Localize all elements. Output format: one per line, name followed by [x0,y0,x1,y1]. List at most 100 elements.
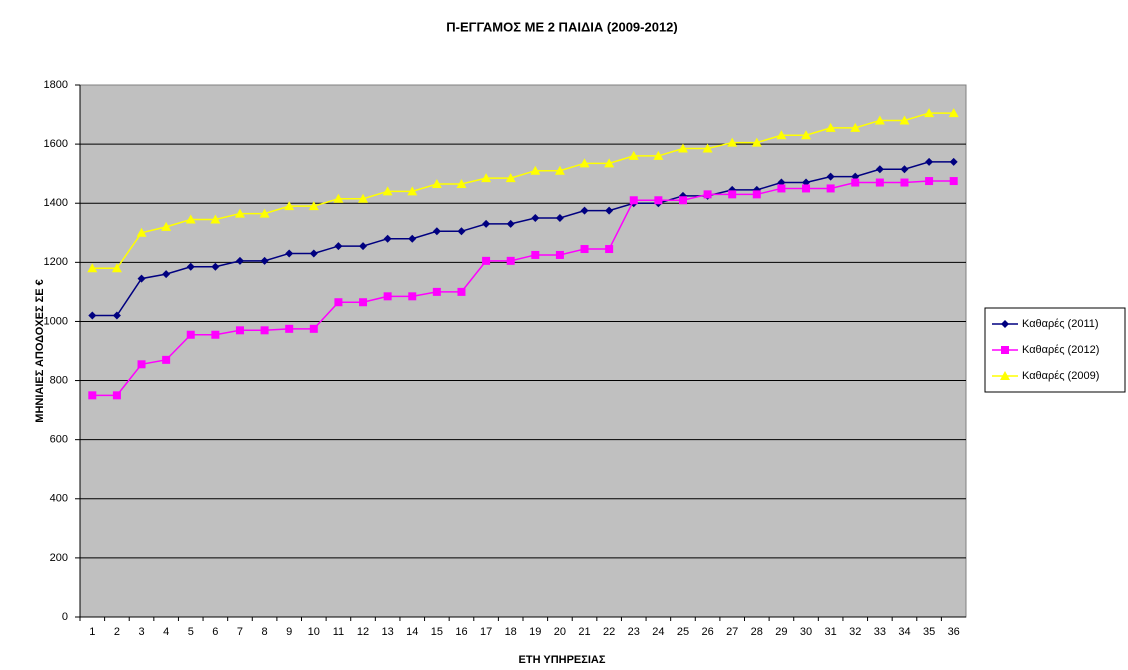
data-point [629,196,638,205]
data-point [728,190,737,199]
x-tick-label: 17 [480,626,492,638]
data-point [235,256,244,265]
data-point [137,274,146,283]
data-point [334,242,343,251]
data-point [482,219,491,228]
data-point [162,355,171,364]
data-point [284,201,295,211]
x-tick-label: 24 [652,626,664,638]
data-point [874,115,885,125]
legend-marker [1001,346,1009,354]
data-point [825,122,836,132]
data-point [826,172,835,181]
x-tick-label: 20 [554,626,566,638]
data-point [162,270,171,279]
data-point [702,143,713,153]
data-point [605,206,614,215]
data-point [555,214,564,222]
data-point [408,234,417,243]
x-tick-label: 13 [382,626,394,638]
data-point [137,360,146,369]
data-point [431,179,442,189]
data-point [259,208,270,218]
x-tick-label: 18 [505,626,517,638]
x-tick-label: 1 [89,626,95,638]
data-point [531,214,540,222]
y-tick-label: 1000 [44,315,68,327]
data-point [185,214,196,224]
y-tick-label: 800 [50,374,68,386]
x-tick-label: 12 [357,626,369,638]
data-point [530,165,541,175]
data-point [112,391,121,400]
data-point [456,179,467,189]
data-point [949,157,958,166]
data-point [579,158,590,168]
data-point [703,190,712,199]
x-tick-label: 33 [874,626,886,638]
data-point [407,186,418,196]
data-point [260,326,269,335]
data-point [900,178,909,187]
data-point [136,227,147,237]
x-tick-label: 26 [701,626,713,638]
x-tick-label: 27 [726,626,738,638]
data-point [531,250,540,259]
data-point [554,165,565,175]
series-line [92,161,954,317]
data-point [359,298,368,307]
data-point [506,219,515,228]
data-point [333,193,344,203]
data-point [555,250,564,259]
data-point [727,137,738,147]
y-tick-label: 0 [62,611,68,623]
x-tick-label: 8 [262,626,268,638]
data-point [580,245,589,254]
series-line [92,180,954,397]
data-point [605,245,614,254]
data-point [383,234,392,243]
data-point [211,330,220,339]
data-point [457,287,466,296]
x-tick-label: 23 [628,626,640,638]
data-point [235,326,244,335]
y-tick-label: 1800 [44,79,68,91]
series-line [92,112,954,269]
x-tick-label: 3 [138,626,144,638]
data-point [677,143,688,153]
data-point [210,214,221,224]
x-tick-label: 11 [333,626,344,638]
y-tick-label: 1400 [44,197,68,209]
x-tick-label: 30 [800,626,812,638]
data-point [776,130,787,140]
data-point [432,227,441,236]
data-point [604,158,615,168]
x-tick-label: 19 [529,626,541,638]
x-tick-label: 16 [455,626,467,638]
x-tick-label: 25 [677,626,689,638]
data-point [359,242,368,251]
data-point [161,221,172,231]
x-tick-label: 34 [898,626,910,638]
data-point [111,263,122,273]
data-point [801,130,812,140]
data-point [285,324,294,333]
x-tick-label: 2 [114,626,120,638]
x-tick-label: 32 [849,626,861,638]
legend-marker [1000,371,1010,380]
data-point [308,201,319,211]
legend-label: Καθαρές (2011) [1022,318,1099,330]
data-point [432,287,441,296]
data-point [948,108,959,118]
chart-title: Π-ΕΓΓΑΜΟΣ ΜΕ 2 ΠΑΙΔΙΑ (2009-2012) [446,19,677,34]
x-tick-label: 6 [212,626,218,638]
data-point [211,262,220,271]
data-point [777,184,786,193]
y-tick-label: 1600 [44,138,68,150]
data-point [654,196,663,205]
x-tick-label: 7 [237,626,243,638]
data-point [628,150,639,160]
data-point [383,292,392,301]
data-point [949,177,958,186]
x-tick-label: 28 [751,626,763,638]
